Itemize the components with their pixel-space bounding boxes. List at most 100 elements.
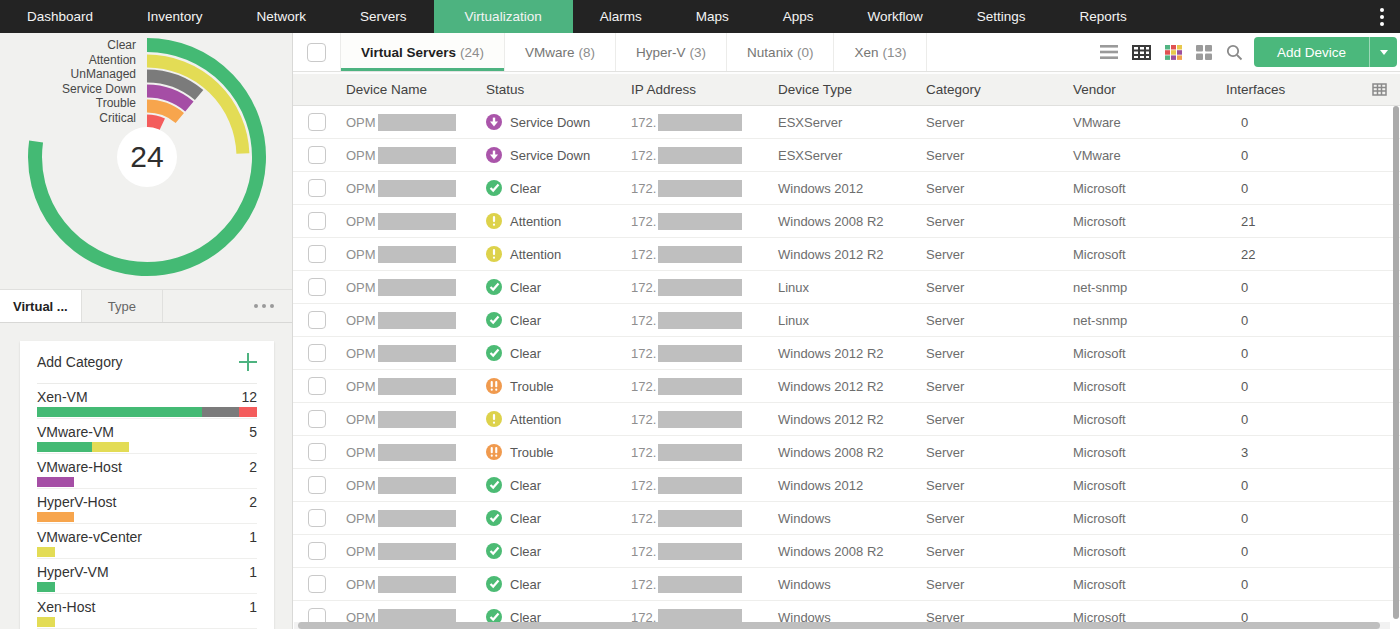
table-row[interactable]: OPM Clear 172. Windows Server Microsoft … <box>293 568 1400 601</box>
row-checkbox[interactable] <box>308 443 326 461</box>
select-all-checkbox[interactable] <box>307 43 326 62</box>
table-row[interactable]: OPM Attention 172. Windows 2008 R2 Serve… <box>293 205 1400 238</box>
table-row[interactable]: OPM Trouble 172. Windows 2008 R2 Server … <box>293 436 1400 469</box>
sidebar-tabs-overflow-icon[interactable] <box>236 290 292 322</box>
table-row[interactable]: OPM Clear 172. Windows 2008 R2 Server Mi… <box>293 535 1400 568</box>
device-tab-hyper-v[interactable]: Hyper-V(3) <box>616 33 727 71</box>
device-tab-nutanix[interactable]: Nutanix(0) <box>727 33 834 71</box>
device-name-cell[interactable]: OPM <box>346 378 486 395</box>
status-cell: Clear <box>486 510 631 526</box>
nav-item-settings[interactable]: Settings <box>950 0 1053 33</box>
sidebar-tab-type[interactable]: Type <box>82 290 163 322</box>
col-status[interactable]: Status <box>486 82 631 97</box>
sidebar-tab-virtual[interactable]: Virtual ... <box>0 290 82 322</box>
device-name-cell[interactable]: OPM <box>346 510 486 527</box>
device-name-cell[interactable]: OPM <box>346 147 486 164</box>
nav-item-workflow[interactable]: Workflow <box>840 0 949 33</box>
nav-item-network[interactable]: Network <box>230 0 334 33</box>
category-item[interactable]: VMware-vCenter1 <box>37 524 257 559</box>
device-name-cell[interactable]: OPM <box>346 246 486 263</box>
table-row[interactable]: OPM Clear 172. Linux Server net-snmp 0 <box>293 304 1400 337</box>
search-icon[interactable] <box>1226 44 1243 61</box>
heatmap-view-icon[interactable] <box>1165 45 1182 60</box>
row-checkbox[interactable] <box>308 212 326 230</box>
device-name-cell[interactable]: OPM <box>346 180 486 197</box>
legend-label-service-down: Service Down <box>0 82 136 97</box>
device-name-cell[interactable]: OPM <box>346 477 486 494</box>
device-name-cell[interactable]: OPM <box>346 345 486 362</box>
row-checkbox[interactable] <box>308 575 326 593</box>
table-row[interactable]: OPM Clear 172. Linux Server net-snmp 0 <box>293 271 1400 304</box>
device-name-cell[interactable]: OPM <box>346 543 486 560</box>
table-row[interactable]: OPM Attention 172. Windows 2012 R2 Serve… <box>293 403 1400 436</box>
table-row[interactable]: OPM Attention 172. Windows 2012 R2 Serve… <box>293 238 1400 271</box>
nav-item-servers[interactable]: Servers <box>333 0 434 33</box>
list-view-icon[interactable] <box>1100 45 1118 59</box>
row-checkbox[interactable] <box>308 245 326 263</box>
add-category-plus-icon[interactable] <box>239 353 257 371</box>
table-row[interactable]: OPM Service Down 172. ESXServer Server V… <box>293 106 1400 139</box>
row-checkbox[interactable] <box>308 377 326 395</box>
row-checkbox[interactable] <box>308 278 326 296</box>
col-device-type[interactable]: Device Type <box>778 82 926 97</box>
device-name-cell[interactable]: OPM <box>346 114 486 131</box>
table-row[interactable]: OPM Clear 172. Windows Server Microsoft … <box>293 502 1400 535</box>
device-tab-vmware[interactable]: VMware(8) <box>505 33 616 71</box>
device-name-cell[interactable]: OPM <box>346 411 486 428</box>
row-checkbox[interactable] <box>308 410 326 428</box>
grid-view-icon[interactable] <box>1196 45 1212 60</box>
redacted-ip <box>658 378 742 395</box>
status-icon <box>486 378 502 394</box>
overflow-menu-icon[interactable] <box>1364 0 1400 33</box>
device-tab-virtual-servers[interactable]: Virtual Servers(24) <box>341 33 505 71</box>
row-checkbox[interactable] <box>308 476 326 494</box>
row-checkbox[interactable] <box>308 344 326 362</box>
category-item[interactable]: Xen-VM12 <box>37 384 257 419</box>
table-row[interactable]: OPM Clear 172. Windows 2012 R2 Server Mi… <box>293 337 1400 370</box>
nav-item-virtualization[interactable]: Virtualization <box>434 0 573 33</box>
nav-item-alarms[interactable]: Alarms <box>573 0 669 33</box>
category-item[interactable]: HyperV-Host2 <box>37 489 257 524</box>
row-checkbox[interactable] <box>308 311 326 329</box>
add-category-row[interactable]: Add Category <box>37 341 257 384</box>
status-icon <box>486 510 502 526</box>
column-settings-icon[interactable] <box>1372 83 1387 99</box>
device-tab-xen[interactable]: Xen(13) <box>834 33 927 71</box>
add-device-button[interactable]: Add Device <box>1254 37 1397 67</box>
category-item[interactable]: HyperV-VM1 <box>37 559 257 594</box>
row-checkbox[interactable] <box>308 146 326 164</box>
device-name-cell[interactable]: OPM <box>346 444 486 461</box>
col-device-name[interactable]: Device Name <box>346 82 486 97</box>
status-icon <box>486 411 502 427</box>
nav-item-maps[interactable]: Maps <box>669 0 756 33</box>
col-category[interactable]: Category <box>926 82 1073 97</box>
row-checkbox[interactable] <box>308 542 326 560</box>
col-ip-address[interactable]: IP Address <box>631 82 778 97</box>
category-bar <box>37 477 257 487</box>
table-row[interactable]: OPM Clear 172. Windows 2012 Server Micro… <box>293 469 1400 502</box>
add-device-dropdown-caret[interactable] <box>1369 37 1397 67</box>
device-name-cell[interactable]: OPM <box>346 279 486 296</box>
row-checkbox[interactable] <box>308 179 326 197</box>
table-row[interactable]: OPM Trouble 172. Windows 2012 R2 Server … <box>293 370 1400 403</box>
nav-item-dashboard[interactable]: Dashboard <box>0 0 120 33</box>
nav-item-reports[interactable]: Reports <box>1053 0 1154 33</box>
nav-item-apps[interactable]: Apps <box>756 0 841 33</box>
horizontal-scrollbar[interactable] <box>294 622 1390 629</box>
category-item[interactable]: VMware-VM5 <box>37 419 257 454</box>
category-item[interactable]: Xen-Host1 <box>37 594 257 629</box>
device-name-cell[interactable]: OPM <box>346 312 486 329</box>
table-view-icon[interactable] <box>1132 45 1151 60</box>
row-checkbox[interactable] <box>308 509 326 527</box>
device-name-cell[interactable]: OPM <box>346 213 486 230</box>
table-row[interactable]: OPM Service Down 172. ESXServer Server V… <box>293 139 1400 172</box>
col-vendor[interactable]: Vendor <box>1073 82 1226 97</box>
row-checkbox[interactable] <box>308 113 326 131</box>
category-item[interactable]: VMware-Host2 <box>37 454 257 489</box>
vertical-scrollbar[interactable] <box>1393 106 1399 619</box>
category-list: Xen-VM12 VMware-VM5 VMware-Host2 HyperV-… <box>37 384 257 629</box>
table-row[interactable]: OPM Clear 172. Windows 2012 Server Micro… <box>293 172 1400 205</box>
nav-item-inventory[interactable]: Inventory <box>120 0 230 33</box>
legend-label-critical: Critical <box>0 111 136 126</box>
device-name-cell[interactable]: OPM <box>346 576 486 593</box>
